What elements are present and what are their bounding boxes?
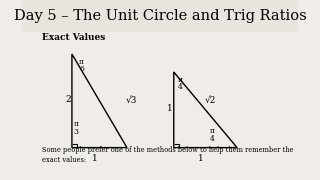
Text: √3: √3 xyxy=(125,96,137,105)
Text: π
6: π 6 xyxy=(79,58,84,73)
Text: π
4: π 4 xyxy=(210,127,215,143)
Text: Exact Values: Exact Values xyxy=(42,33,105,42)
Text: √2: √2 xyxy=(205,96,217,105)
Text: π
4: π 4 xyxy=(178,76,182,91)
Text: Some people prefer one of the methods below to help them remember the
exact valu: Some people prefer one of the methods be… xyxy=(42,146,293,164)
Text: π
3: π 3 xyxy=(74,120,78,136)
Text: 2: 2 xyxy=(65,94,71,103)
Text: 1: 1 xyxy=(92,154,98,163)
Text: Day 5 – The Unit Circle and Trig Ratios: Day 5 – The Unit Circle and Trig Ratios xyxy=(14,9,306,23)
Text: 1: 1 xyxy=(167,103,172,112)
FancyBboxPatch shape xyxy=(22,0,298,32)
Text: 1: 1 xyxy=(198,154,204,163)
